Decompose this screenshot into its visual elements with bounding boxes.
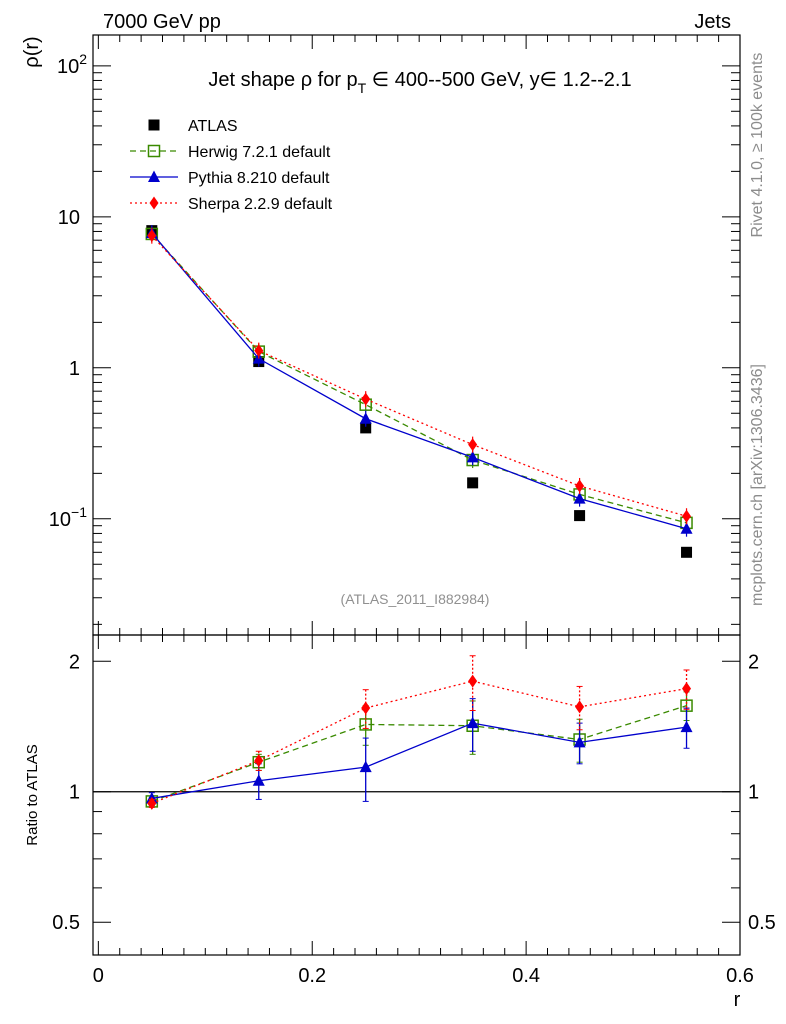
y-axis-label-bottom: Ratio to ATLAS <box>24 744 41 845</box>
atlas-point <box>574 510 586 522</box>
y-tick-label-bottom: 2 <box>69 651 80 673</box>
sherpa-point <box>575 479 585 493</box>
header-left: 7000 GeV pp <box>103 11 221 33</box>
sherpa-ratio-point <box>361 701 371 715</box>
herwig-ratio-line <box>151 705 687 803</box>
analysis-label: (ATLAS_2011_I882984) <box>341 591 490 607</box>
header-right: Jets <box>694 11 731 33</box>
y-tick-label-bottom-right: 1 <box>748 782 759 804</box>
y-tick-label-top: 10 <box>58 207 80 229</box>
y-tick-label-top: 1 <box>69 358 80 380</box>
sherpa-point <box>468 438 478 452</box>
y-tick-label-top: 102 <box>57 51 87 78</box>
sherpa-ratio-point <box>682 682 692 696</box>
pythia-ratio-point <box>252 774 265 786</box>
sherpa-ratio-point <box>147 796 157 810</box>
legend-marker-atlas <box>148 119 160 131</box>
herwig-line <box>151 233 687 524</box>
legend-label-atlas: ATLAS <box>188 118 238 135</box>
legend-label-pythia: Pythia 8.210 default <box>188 170 330 187</box>
pythia-point <box>466 450 479 463</box>
y-tick-label-top: 10−1 <box>49 504 87 531</box>
x-tick-label: 0 <box>93 965 104 987</box>
pythia-ratio-point <box>466 716 479 729</box>
legend-label-sherpa: Sherpa 2.2.9 default <box>188 196 333 213</box>
ratio-plot-frame <box>92 634 741 956</box>
sherpa-line <box>151 235 687 517</box>
chart-title: Jet shape ρ for pT ∈ 400--500 GeV, y∈ 1.… <box>208 69 631 96</box>
ratio-plot: 0 0.2 0.4 0.6 2 2 1 1 0.5 0.5 <box>52 634 776 987</box>
y-tick-label-bottom-right: 0.5 <box>748 912 776 934</box>
legend: ATLAS Herwig 7.2.1 default Pythia 8.210 de… <box>130 118 333 213</box>
y-axis-label-top: ρ(r) <box>21 36 43 67</box>
x-tick-label: 0.6 <box>726 965 754 987</box>
legend-label-herwig: Herwig 7.2.1 default <box>188 144 331 161</box>
pythia-ratio-point <box>573 735 586 748</box>
sherpa-ratio-point <box>468 674 478 688</box>
sherpa-point <box>361 392 371 406</box>
y-tick-label-bottom: 0.5 <box>52 912 80 934</box>
main-plot: 102 10 1 10−1 <box>49 34 741 636</box>
pythia-line <box>151 232 687 530</box>
legend-marker-sherpa <box>149 196 159 210</box>
pythia-ratio-point <box>359 760 372 773</box>
sherpa-point <box>682 509 692 523</box>
sherpa-ratio-point <box>575 700 585 714</box>
x-tick-label: 0.2 <box>298 965 326 987</box>
pythia-point <box>573 492 586 504</box>
pythia-ratio-point <box>680 720 693 733</box>
y-tick-label-bottom: 1 <box>69 782 80 804</box>
atlas-point <box>360 422 372 434</box>
pythia-point <box>680 522 693 534</box>
x-axis-label: r <box>734 989 741 1011</box>
sherpa-point <box>147 229 157 243</box>
sherpa-ratio-point <box>254 754 264 768</box>
legend-marker-pythia <box>148 170 160 182</box>
atlas-point <box>467 477 479 489</box>
x-tick-label: 0.4 <box>512 965 540 987</box>
mcplots-reference-label: mcplots.cern.ch [arXiv:1306.3436] <box>749 364 766 606</box>
y-tick-label-bottom-right: 2 <box>748 651 759 673</box>
sherpa-point <box>254 344 264 358</box>
rivet-version-label: Rivet 4.1.0, ≥ 100k events <box>749 53 766 238</box>
pythia-point <box>359 412 372 424</box>
atlas-point <box>681 546 693 558</box>
legend-marker-herwig <box>147 144 161 158</box>
sherpa-ratio-line <box>151 680 687 804</box>
pythia-ratio-line <box>151 722 687 800</box>
